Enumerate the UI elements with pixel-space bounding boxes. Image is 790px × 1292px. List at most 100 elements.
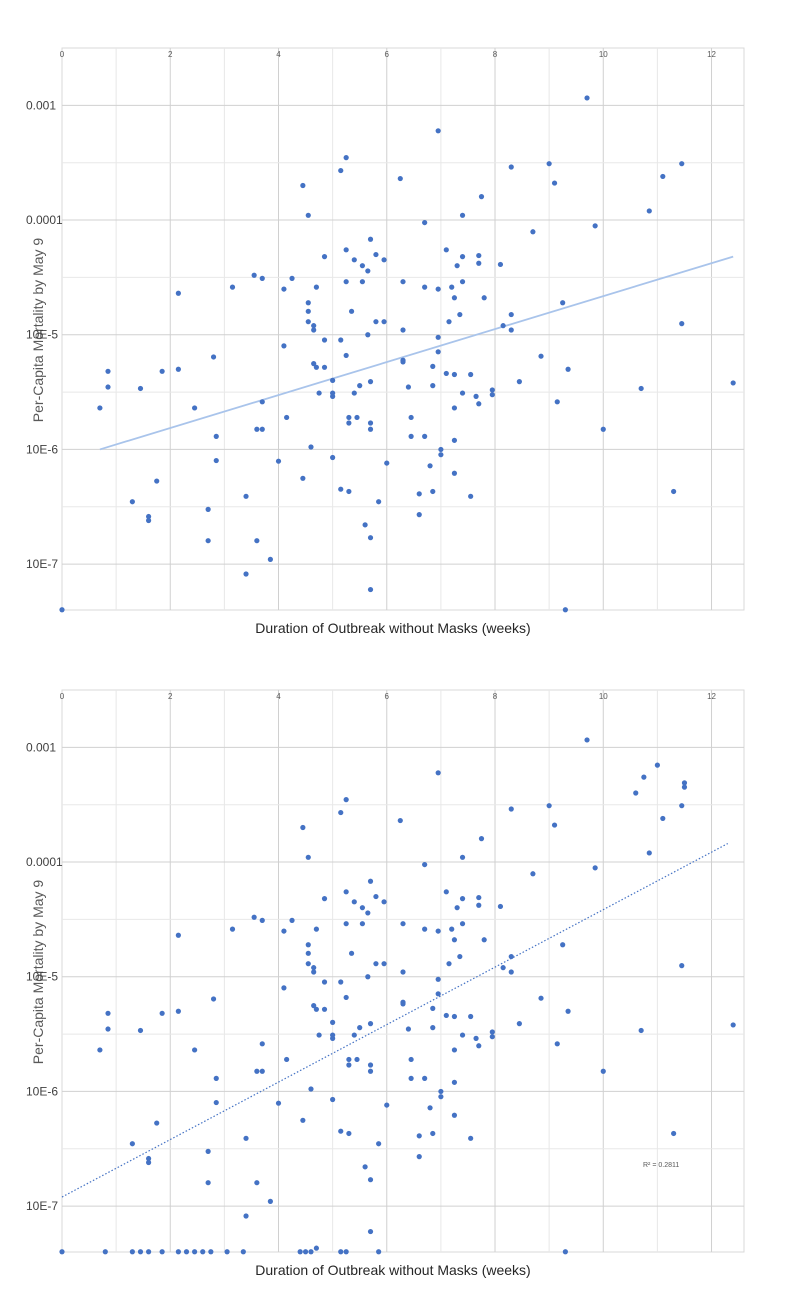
data-point bbox=[281, 343, 287, 349]
data-point bbox=[354, 1056, 360, 1063]
data-point bbox=[554, 399, 560, 405]
data-point bbox=[367, 1228, 374, 1235]
data-point bbox=[213, 457, 219, 464]
data-point bbox=[338, 167, 344, 174]
data-point bbox=[305, 212, 311, 218]
data-point bbox=[560, 942, 566, 948]
data-point bbox=[97, 1047, 103, 1053]
data-point bbox=[365, 910, 371, 916]
data-point bbox=[468, 1135, 474, 1141]
data-point bbox=[146, 513, 152, 520]
data-point bbox=[430, 1130, 436, 1137]
data-point bbox=[679, 161, 685, 167]
data-point bbox=[476, 1043, 482, 1049]
data-point bbox=[489, 1029, 495, 1035]
data-point bbox=[313, 284, 319, 290]
data-point bbox=[435, 128, 441, 134]
y-tick-label: 0.0001 bbox=[26, 213, 63, 227]
data-point bbox=[302, 1249, 309, 1255]
data-point bbox=[454, 263, 460, 269]
data-point bbox=[451, 1079, 458, 1085]
y-tick-label: 10E-5 bbox=[26, 970, 58, 984]
data-point bbox=[351, 390, 357, 396]
data-point bbox=[457, 953, 463, 960]
data-point bbox=[459, 254, 466, 260]
data-point bbox=[367, 1021, 374, 1027]
data-point bbox=[137, 1249, 144, 1255]
data-point bbox=[473, 1035, 479, 1041]
data-point bbox=[516, 379, 522, 385]
data-point bbox=[451, 405, 458, 411]
data-point bbox=[205, 1148, 211, 1154]
trendline bbox=[61, 843, 729, 1198]
data-point bbox=[646, 850, 652, 856]
data-point bbox=[446, 319, 452, 325]
data-point bbox=[330, 393, 336, 399]
data-point bbox=[105, 1026, 111, 1032]
data-point bbox=[454, 905, 460, 911]
data-point bbox=[584, 737, 590, 743]
y-tick-label: 10E-6 bbox=[26, 442, 58, 456]
data-point bbox=[562, 1249, 568, 1255]
data-point bbox=[311, 1003, 317, 1009]
data-point bbox=[338, 337, 344, 343]
data-point bbox=[97, 405, 103, 411]
data-point bbox=[478, 194, 485, 200]
data-point bbox=[478, 836, 485, 842]
data-point bbox=[105, 384, 111, 390]
data-point bbox=[137, 385, 144, 392]
data-point bbox=[311, 965, 317, 971]
data-point bbox=[351, 899, 357, 905]
data-point bbox=[681, 780, 688, 786]
data-point bbox=[730, 1022, 736, 1028]
data-point bbox=[208, 1249, 214, 1255]
x-tick-label: 0 bbox=[60, 50, 65, 59]
data-point bbox=[243, 1213, 249, 1219]
data-point bbox=[476, 902, 482, 908]
data-point bbox=[305, 942, 311, 948]
data-point bbox=[476, 894, 482, 901]
data-point bbox=[600, 1068, 606, 1074]
data-point bbox=[405, 384, 412, 390]
data-point bbox=[600, 426, 606, 432]
data-point bbox=[305, 319, 311, 325]
data-point bbox=[229, 284, 236, 290]
data-point bbox=[338, 1249, 344, 1255]
data-point bbox=[435, 770, 441, 776]
data-point bbox=[451, 937, 458, 943]
data-point bbox=[367, 420, 374, 426]
data-point bbox=[305, 961, 311, 967]
data-point bbox=[508, 311, 514, 318]
data-point bbox=[243, 493, 249, 499]
data-point bbox=[362, 1164, 368, 1170]
data-point bbox=[451, 470, 458, 476]
data-point bbox=[679, 321, 685, 327]
data-point bbox=[313, 1006, 319, 1012]
data-point bbox=[427, 463, 433, 469]
data-point bbox=[565, 366, 571, 372]
data-point bbox=[154, 478, 160, 484]
data-point bbox=[405, 1026, 412, 1032]
data-point bbox=[443, 247, 449, 253]
data-point bbox=[476, 260, 482, 266]
data-point bbox=[267, 1198, 273, 1204]
data-point bbox=[408, 433, 414, 439]
data-point bbox=[565, 1008, 571, 1014]
data-point bbox=[105, 368, 111, 374]
data-point bbox=[146, 1155, 152, 1162]
data-point bbox=[129, 1141, 135, 1147]
data-point bbox=[422, 926, 428, 932]
data-point bbox=[213, 433, 219, 439]
data-point bbox=[660, 173, 666, 180]
data-point bbox=[354, 414, 360, 421]
data-point bbox=[422, 284, 428, 290]
data-point bbox=[305, 950, 311, 956]
data-point bbox=[416, 491, 422, 497]
data-point bbox=[365, 974, 371, 980]
data-point bbox=[259, 1041, 265, 1047]
data-point bbox=[381, 257, 387, 263]
data-point bbox=[359, 905, 366, 911]
data-point bbox=[305, 300, 311, 306]
data-point bbox=[638, 385, 644, 392]
data-point bbox=[105, 1010, 111, 1016]
